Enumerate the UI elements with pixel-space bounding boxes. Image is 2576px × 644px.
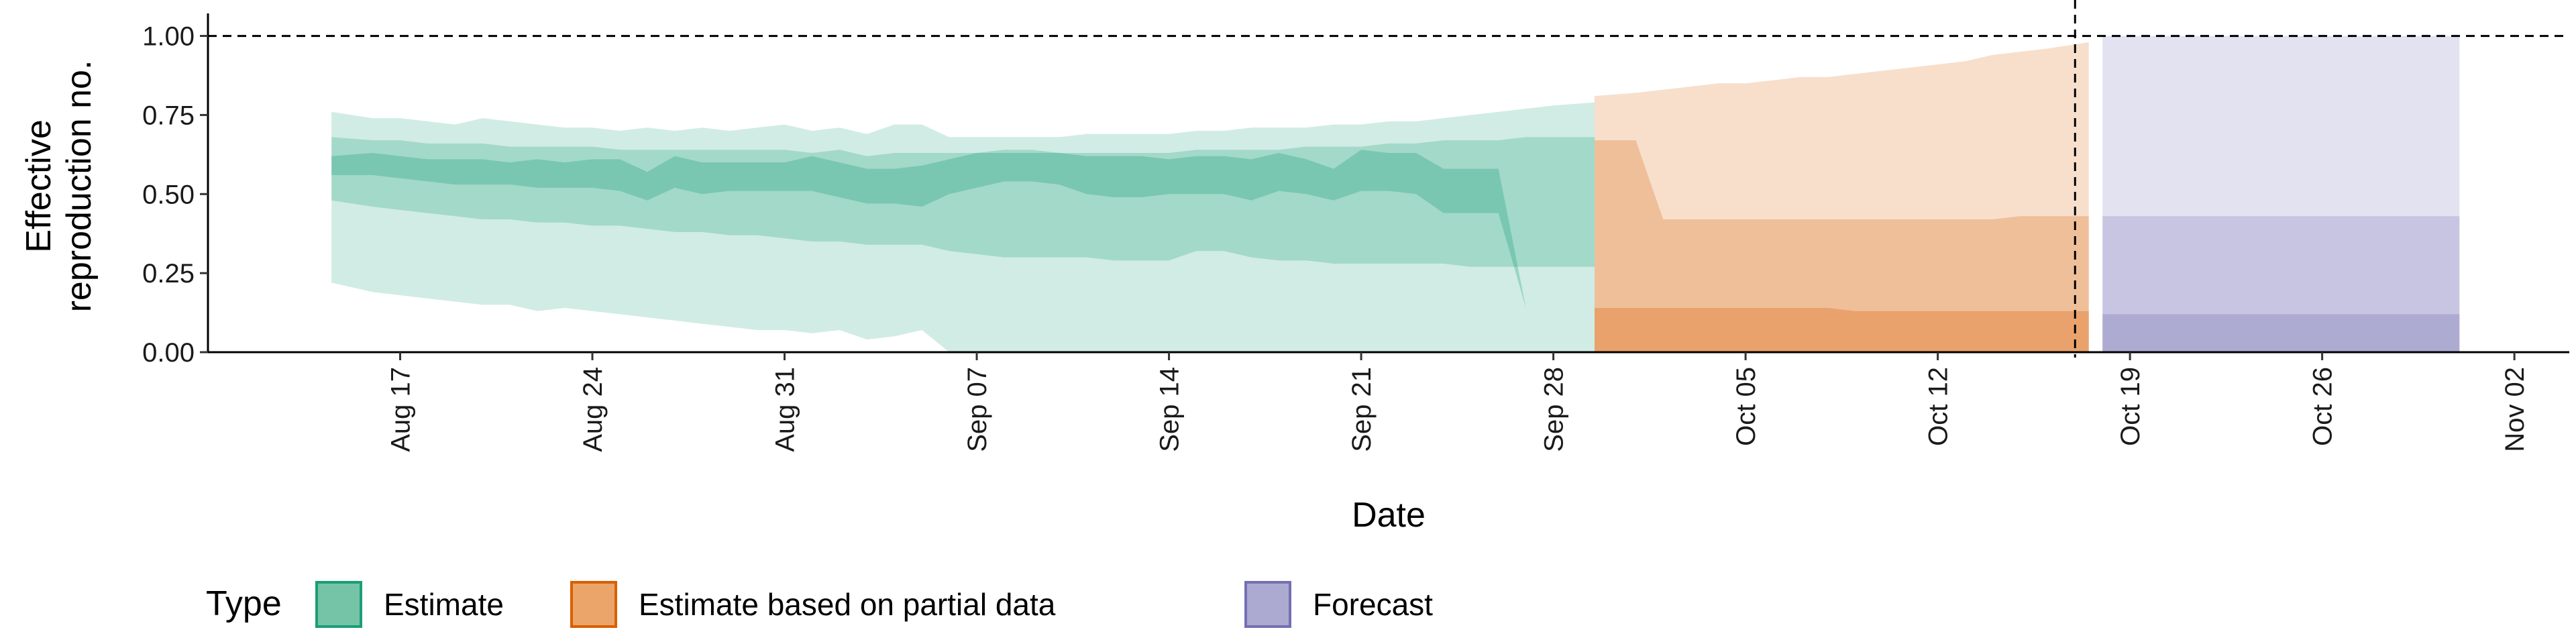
x-tick-label: Oct 12 — [1924, 367, 1953, 446]
y-tick-label: 0.75 — [142, 101, 195, 130]
ribbon-forecast-ci50 — [2102, 216, 2460, 352]
y-axis-title: Effectivereproduction no. — [19, 60, 99, 313]
x-tick-label: Oct 19 — [2116, 367, 2145, 446]
x-tick-label: Sep 14 — [1155, 367, 1185, 452]
y-tick-label: 0.50 — [142, 180, 195, 209]
legend-swatch — [1244, 581, 1291, 628]
legend: Type Estimate Estimate based on partial da… — [206, 581, 1433, 628]
ribbon-estimate-ci90 — [331, 102, 1595, 352]
x-tick-label: Oct 05 — [1731, 367, 1761, 446]
legend-swatch — [570, 581, 617, 628]
x-tick-label: Aug 31 — [771, 367, 800, 452]
ribbon-estimate-based-on-partial-data-ci50 — [1595, 140, 2089, 352]
x-axis-title: Date — [1352, 496, 1426, 535]
x-tick-label: Sep 28 — [1540, 367, 1569, 452]
x-tick-label: Sep 07 — [963, 367, 992, 452]
y-axis-title-line: reproduction no. — [60, 60, 99, 313]
legend-label: Estimate — [384, 587, 504, 622]
legend-label: Forecast — [1313, 587, 1433, 622]
x-tick-label: Aug 17 — [386, 367, 416, 452]
y-tick-label: 0.00 — [142, 338, 195, 368]
x-tick-label: Aug 24 — [578, 367, 608, 452]
legend-swatch — [315, 581, 362, 628]
y-tick-label: 1.00 — [142, 22, 195, 52]
reference-lines — [208, 0, 2569, 358]
ribbon-forecast-ci90 — [2102, 36, 2460, 352]
legend-label: Estimate based on partial data — [639, 587, 1056, 622]
x-tick-label: Sep 21 — [1347, 367, 1377, 452]
ribbon-estimate-based-on-partial-data-ci20 — [1595, 308, 2089, 352]
legend-title: Type — [206, 584, 282, 623]
ribbon-estimate-ci20 — [331, 150, 1595, 308]
y-tick-label: 0.25 — [142, 259, 195, 288]
ribbon-estimate-ci50 — [331, 137, 1595, 267]
ribbons-layer — [331, 36, 2460, 352]
axes-layer: 0.00 0.25 0.50 0.75 1.00 Aug 17 Aug 24 Aug 31 Se… — [19, 13, 2569, 535]
x-tick-label: Nov 02 — [2500, 367, 2530, 452]
ribbon-forecast-ci20 — [2102, 314, 2460, 352]
y-axis-title-line: Effective — [19, 119, 58, 252]
ribbon-estimate-based-on-partial-data-ci90 — [1595, 42, 2089, 352]
x-tick-label: Oct 26 — [2308, 367, 2338, 446]
